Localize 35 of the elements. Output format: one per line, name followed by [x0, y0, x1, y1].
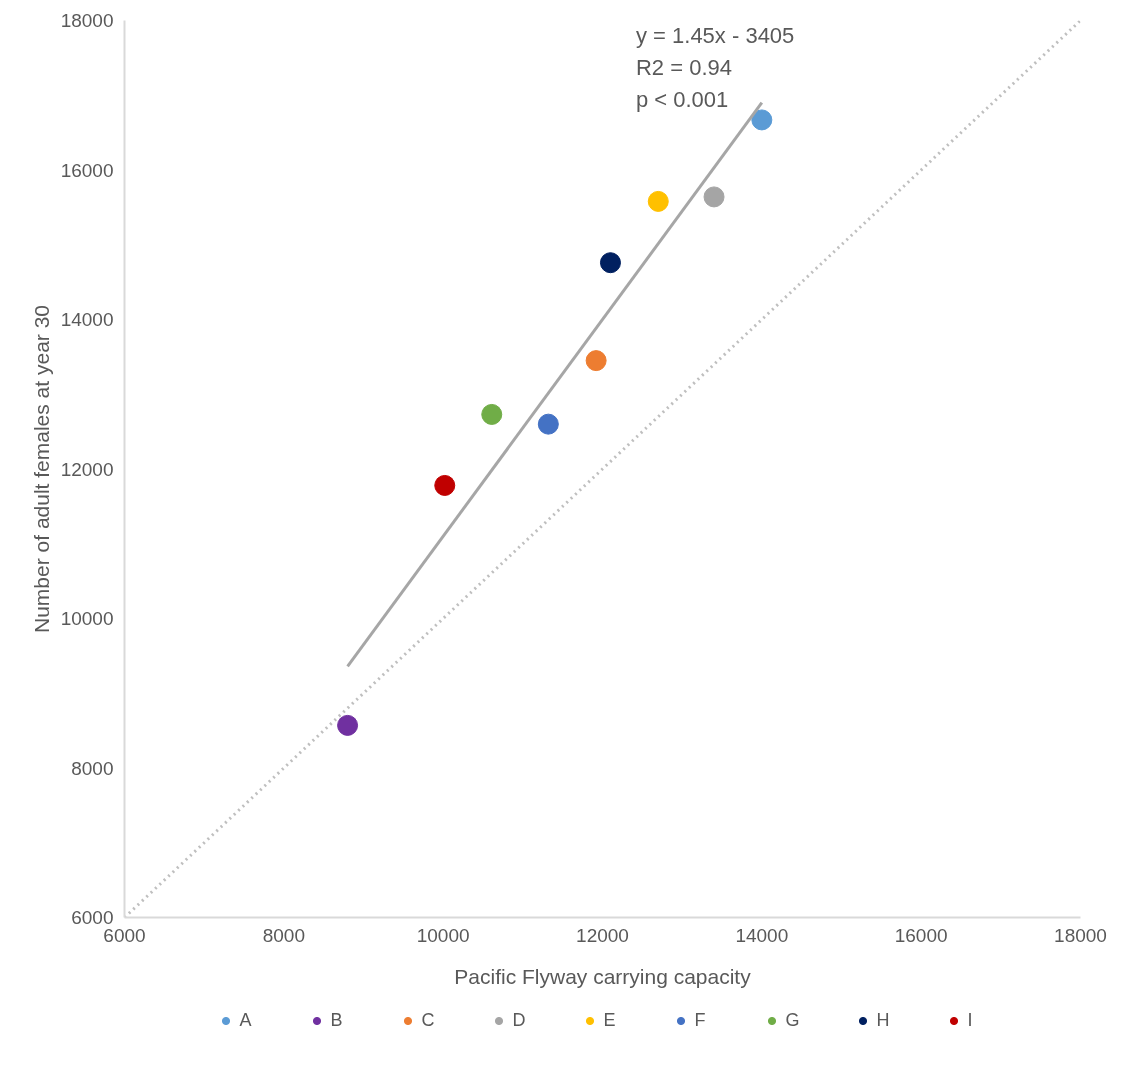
x-tick-label: 10000	[416, 924, 470, 946]
point	[599, 252, 621, 274]
point	[703, 186, 725, 208]
point	[481, 403, 503, 425]
point	[585, 350, 607, 372]
annotation: p < 0.001	[635, 86, 729, 112]
y-tick-label: 10000	[60, 608, 114, 629]
y-tick-label: 12000	[60, 458, 114, 480]
legend-label: C	[421, 1009, 436, 1031]
x-tick-label: 12000	[576, 924, 629, 946]
x-axis-title: Pacific Flyway carrying capacity	[454, 964, 752, 988]
legend-label: A	[239, 1009, 253, 1031]
legend-label: I	[967, 1009, 974, 1031]
annotation: y = 1.45x - 3405	[635, 22, 795, 48]
point	[751, 109, 773, 131]
legend-label: B	[330, 1009, 344, 1031]
legend-label: G	[785, 1009, 801, 1031]
y-axis-title: Number of adult females at year 30	[29, 304, 53, 633]
y-tick-label: 8000	[71, 757, 114, 779]
point	[537, 413, 559, 435]
legend-label: E	[603, 1009, 617, 1031]
annotation: R2 = 0.94	[635, 54, 732, 80]
x-tick-label: 8000	[262, 924, 305, 946]
legend-label: F	[694, 1009, 707, 1031]
x-tick-label: 16000	[894, 924, 948, 946]
legend-label: D	[512, 1009, 527, 1031]
point	[337, 714, 359, 736]
y-tick-label: 14000	[60, 309, 114, 330]
y-tick-label: 18000	[60, 10, 114, 31]
x-tick-label: 18000	[1054, 924, 1107, 946]
legend-label: H	[876, 1009, 891, 1031]
y-tick-label: 16000	[60, 159, 114, 181]
x-tick-label: 14000	[735, 924, 789, 946]
point	[434, 474, 456, 496]
point	[647, 190, 669, 212]
